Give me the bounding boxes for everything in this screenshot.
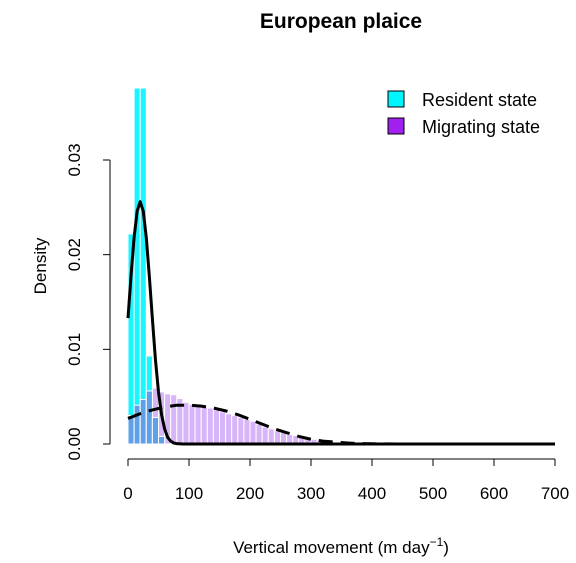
overlap-bar xyxy=(139,399,147,445)
migrating-bar xyxy=(182,401,190,445)
x-tick-label: 400 xyxy=(358,484,386,503)
migrating-bar xyxy=(231,415,239,445)
y-tick-label: 0.00 xyxy=(65,427,84,460)
migrating-bar xyxy=(237,416,245,445)
overlap-bar xyxy=(151,416,159,445)
resident-bar xyxy=(139,87,147,445)
y-tick-label: 0.03 xyxy=(65,143,84,176)
x-axis-label-suffix: ) xyxy=(443,538,449,557)
x-axis-label-main: Vertical movement (m day xyxy=(233,538,430,557)
migrating-bar xyxy=(212,409,220,445)
overlap-bar xyxy=(145,390,153,445)
y-axis: 0.00 0.01 0.02 0.03 xyxy=(65,143,111,461)
overlap-bar xyxy=(133,404,141,445)
overlap-bar xyxy=(127,415,135,445)
legend-swatch-resident xyxy=(387,90,405,108)
x-tick-label: 100 xyxy=(175,484,203,503)
y-axis-label: Density xyxy=(31,237,50,294)
migrating-density-curve xyxy=(127,403,555,446)
migrating-bar xyxy=(188,403,196,445)
resident-bar xyxy=(133,87,141,445)
legend-label-resident: Resident state xyxy=(422,90,537,110)
legend-label-migrating: Migrating state xyxy=(422,117,540,137)
migrating-bar xyxy=(280,432,288,445)
x-tick-label: 500 xyxy=(419,484,447,503)
x-axis: 0 100 200 300 400 500 600 700 xyxy=(123,458,569,503)
migrating-bar xyxy=(273,430,281,445)
histogram-bars xyxy=(127,87,361,445)
migrating-bar xyxy=(225,413,233,445)
migrating-bar xyxy=(255,423,263,445)
migrating-bar xyxy=(243,418,251,445)
migrating-bar xyxy=(249,420,257,445)
chart-title: European plaice xyxy=(260,10,422,33)
x-tick-label: 600 xyxy=(480,484,508,503)
density-curves xyxy=(126,200,555,446)
migrating-bar xyxy=(206,407,214,445)
x-tick-label: 200 xyxy=(236,484,264,503)
migrating-bar xyxy=(267,428,275,445)
migrating-bar xyxy=(200,406,208,445)
legend: Resident state Migrating state xyxy=(387,90,540,137)
x-tick-label: 0 xyxy=(123,484,132,503)
migrating-bar xyxy=(194,405,202,445)
x-axis-label: Vertical movement (m day−1) xyxy=(233,535,449,557)
x-tick-label: 300 xyxy=(297,484,325,503)
x-tick-label: 700 xyxy=(541,484,569,503)
x-axis-label-superscript: −1 xyxy=(430,535,444,549)
resident-density-curve xyxy=(126,200,555,446)
legend-swatch-migrating xyxy=(387,117,405,135)
migrating-bar xyxy=(261,426,269,445)
migrating-bar xyxy=(170,394,178,445)
y-tick-label: 0.01 xyxy=(65,333,84,366)
migrating-bar xyxy=(219,411,227,445)
y-tick-label: 0.02 xyxy=(65,238,84,271)
overlap-bar xyxy=(158,435,166,445)
